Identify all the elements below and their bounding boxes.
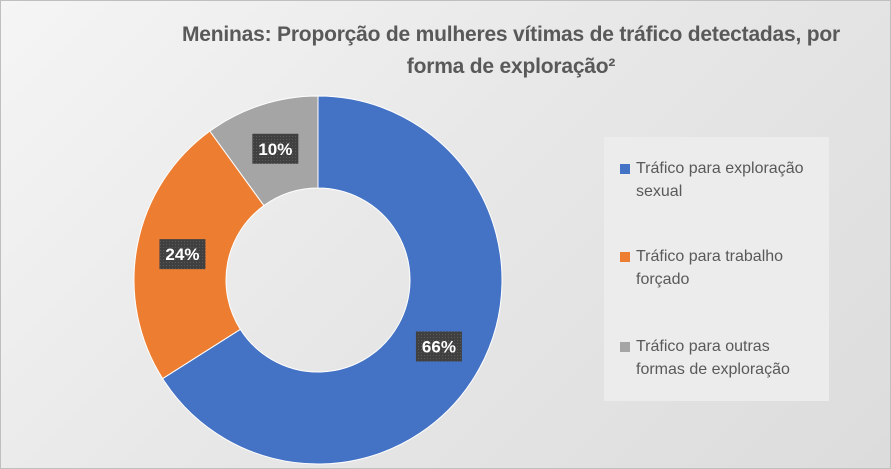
donut-slice-sexual [161, 95, 503, 465]
data-label-box-other [252, 133, 299, 164]
data-label-sexual: 66% [415, 331, 462, 362]
data-label-box-forced-labor [159, 239, 206, 270]
legend-item-other: Tráfico para outras formas de exploração [620, 335, 815, 403]
legend-item-forced-labor: Tráfico para trabalho forçado [620, 245, 815, 313]
data-label-other: 10% [252, 133, 299, 164]
legend-label-other: Tráfico para outras formas de exploração [636, 338, 790, 378]
data-label-text-forced-labor: 24% [165, 245, 199, 264]
data-label-text-sexual: 66% [422, 337, 456, 356]
chart-title: Meninas: Proporção de mulheres vítimas d… [181, 23, 841, 78]
legend-label-forced-labor: Tráfico para trabalho forçado [636, 248, 784, 288]
data-label-text-other: 10% [258, 140, 292, 159]
data-label-box-sexual [415, 331, 462, 362]
legend-label-sexual: Tráfico para exploração sexual [636, 160, 804, 200]
legend-swatch-other [620, 342, 630, 352]
chart-legend: Tráfico para exploração sexual Tráfico p… [604, 137, 829, 401]
legend-item-sexual: Tráfico para exploração sexual [620, 157, 815, 225]
legend-swatch-sexual [620, 164, 630, 174]
data-label-forced-labor: 24% [159, 239, 206, 270]
legend-swatch-forced-labor [620, 252, 630, 262]
